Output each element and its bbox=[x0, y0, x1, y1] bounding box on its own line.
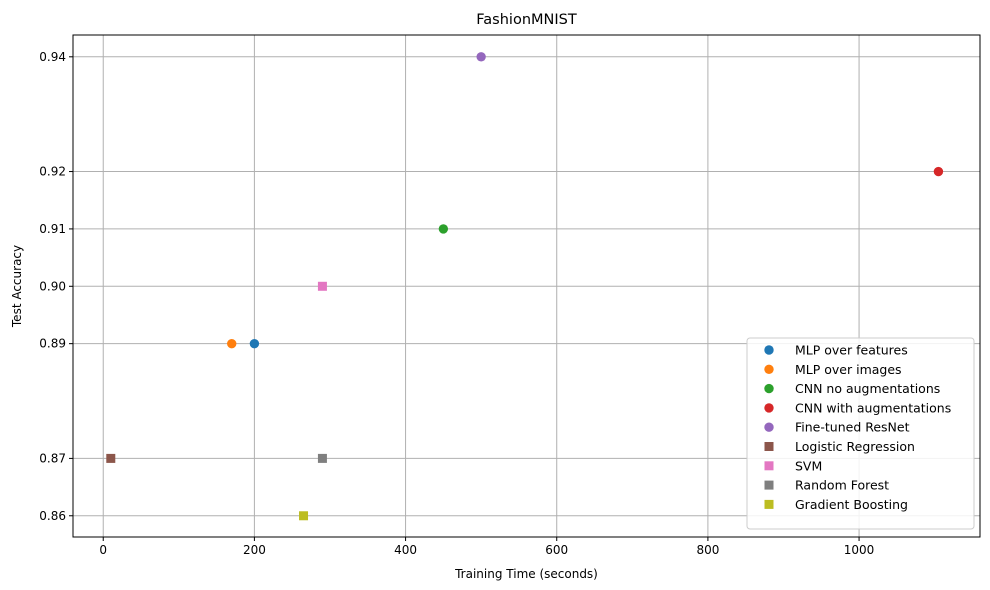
x-tick-label: 600 bbox=[545, 543, 568, 557]
legend-marker bbox=[764, 461, 774, 471]
y-tick-label: 0.94 bbox=[39, 50, 66, 64]
legend-marker bbox=[764, 345, 774, 355]
legend-label: MLP over features bbox=[795, 343, 908, 358]
x-tick-label: 0 bbox=[99, 543, 107, 557]
data-points bbox=[106, 52, 944, 521]
legend-marker bbox=[764, 480, 774, 490]
legend-marker bbox=[764, 442, 774, 451]
y-tick-label: 0.87 bbox=[39, 451, 66, 465]
legend-label: Fine-tuned ResNet bbox=[795, 420, 910, 435]
legend: MLP over features MLP over images CNN no a… bbox=[746, 337, 975, 530]
legend-box bbox=[746, 337, 975, 530]
legend-label: Logistic Regression bbox=[795, 439, 915, 454]
data-point bbox=[438, 224, 449, 234]
data-point bbox=[317, 453, 327, 463]
x-tick-label: 800 bbox=[696, 543, 719, 557]
x-tick-label: 400 bbox=[394, 543, 417, 557]
x-tick-label: 200 bbox=[243, 543, 266, 557]
legend-label: Gradient Boosting bbox=[795, 497, 908, 512]
legend-marker bbox=[764, 364, 774, 374]
legend-label: SVM bbox=[795, 458, 822, 473]
legend-label: CNN no augmentations bbox=[795, 381, 940, 396]
legend-label: MLP over images bbox=[795, 362, 902, 377]
data-point bbox=[933, 166, 944, 177]
x-tick-label: 1000 bbox=[844, 543, 875, 557]
y-tick-label: 0.89 bbox=[39, 337, 66, 351]
y-tick-label: 0.92 bbox=[39, 165, 66, 179]
x-axis-label: Training Time (seconds) bbox=[454, 567, 598, 581]
data-point bbox=[106, 453, 116, 463]
y-tick-label: 0.91 bbox=[39, 222, 66, 236]
legend-marker bbox=[764, 422, 774, 432]
data-point bbox=[249, 338, 260, 349]
data-point bbox=[476, 52, 486, 62]
legend-label: CNN with augmentations bbox=[795, 400, 951, 415]
axis-ticks: 0 200 400 600 800 1000 0.86 0.87 0.89 0.90 0.91 0.9… bbox=[39, 50, 874, 557]
data-point bbox=[299, 511, 309, 521]
y-tick-label: 0.86 bbox=[39, 509, 66, 523]
legend-label: Random Forest bbox=[795, 478, 889, 493]
legend-marker bbox=[764, 499, 774, 509]
legend-marker bbox=[764, 383, 774, 394]
legend-marker bbox=[764, 403, 774, 413]
data-point bbox=[227, 338, 237, 349]
y-axis-label: Test Accuracy bbox=[10, 245, 24, 328]
data-point bbox=[317, 281, 327, 291]
chart-title: FashionMNIST bbox=[476, 12, 577, 28]
y-tick-label: 0.90 bbox=[39, 279, 66, 293]
